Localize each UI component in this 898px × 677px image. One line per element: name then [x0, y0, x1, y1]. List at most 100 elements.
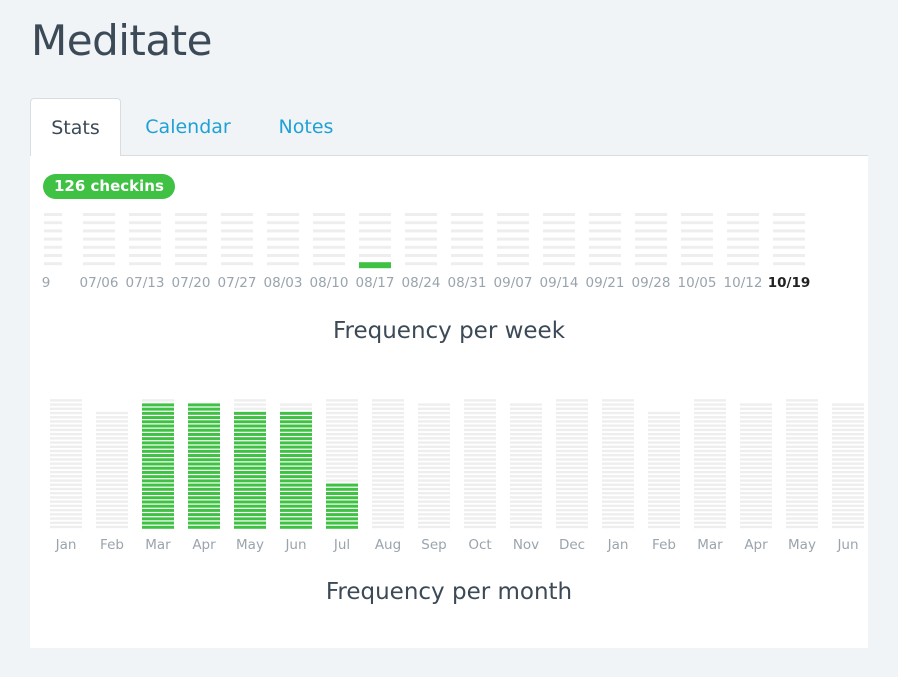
month-bar-empty-segment — [602, 449, 634, 453]
month-bar-empty-segment — [786, 445, 818, 448]
month-bar-filled-segment — [188, 496, 220, 500]
month-bar-empty-segment — [510, 449, 542, 453]
week-bar-empty-segment — [267, 237, 299, 241]
month-bar-empty-segment — [786, 449, 818, 453]
month-bar-filled-segment — [280, 470, 312, 474]
month-bar-empty-segment — [556, 487, 588, 491]
week-bar-empty-segment — [313, 262, 345, 266]
month-bar-filled-segment — [280, 525, 312, 529]
tab-calendar[interactable]: Calendar — [145, 116, 231, 138]
month-bar-empty-segment — [786, 411, 818, 415]
week-bar-empty-segment — [129, 262, 161, 266]
month-bar-empty-segment — [648, 483, 680, 486]
month-bar-empty-segment — [50, 500, 82, 503]
month-bar-empty-segment — [372, 483, 404, 486]
month-bar-empty-segment — [740, 483, 772, 486]
month-bar-empty-segment — [418, 517, 450, 520]
month-bar-empty-segment — [96, 513, 128, 516]
month-bar-empty-segment — [556, 525, 588, 529]
week-bar-empty-segment — [681, 221, 713, 225]
week-bar-empty-segment — [773, 237, 805, 241]
week-bar-empty-segment — [727, 221, 759, 225]
month-bar-empty-segment — [694, 428, 726, 432]
month-bar-filled-segment — [142, 517, 174, 521]
week-bar-empty-segment — [589, 262, 621, 266]
week-bar-empty-segment — [267, 254, 299, 257]
month-bar-filled-segment — [234, 470, 266, 474]
month-bar-filled-segment — [188, 466, 220, 470]
week-bar-empty-segment — [129, 221, 161, 225]
week-bar — [83, 213, 115, 266]
month-bar-empty-segment — [786, 504, 818, 508]
week-bar-empty-segment — [405, 262, 437, 266]
week-bar-empty-segment — [175, 245, 207, 249]
month-bar-empty-segment — [602, 475, 634, 478]
month-bar-empty-segment — [694, 479, 726, 482]
week-bar — [543, 213, 575, 266]
month-tick-label: Aug — [375, 537, 401, 553]
month-bar-filled-segment — [188, 525, 220, 529]
month-bar-filled-segment — [234, 487, 266, 491]
month-bar-empty-segment — [464, 416, 496, 419]
month-bar-empty-segment — [740, 496, 772, 499]
month-bar-empty-segment — [740, 416, 772, 419]
month-bar-empty-segment — [510, 508, 542, 512]
week-bar — [405, 213, 437, 266]
month-bar-empty-segment — [786, 525, 818, 529]
month-bar-filled-segment — [142, 466, 174, 470]
tab-stats[interactable]: Stats — [30, 98, 121, 157]
month-bar — [50, 399, 82, 529]
month-bar-empty-segment — [50, 513, 82, 516]
month-bar-empty-segment — [464, 458, 496, 461]
month-bar-empty-segment — [326, 462, 358, 465]
month-bar-empty-segment — [786, 399, 818, 402]
month-bar-empty-segment — [832, 462, 864, 465]
month-bar-empty-segment — [648, 449, 680, 453]
week-tick-label: 9 — [42, 275, 51, 291]
month-bar-empty-segment — [648, 500, 680, 503]
month-bar-filled-segment — [188, 470, 220, 474]
tab-notes[interactable]: Notes — [278, 116, 334, 138]
month-tick-label: Apr — [192, 537, 216, 553]
week-bar-empty-segment — [635, 245, 667, 249]
week-bar-empty-segment — [359, 213, 391, 216]
month-bar-empty-segment — [786, 441, 818, 444]
month-bar-filled-segment — [280, 454, 312, 458]
month-bar-empty-segment — [326, 428, 358, 432]
month-bar-empty-segment — [832, 513, 864, 516]
month-bar-empty-segment — [510, 513, 542, 516]
month-bar-empty-segment — [694, 462, 726, 465]
month-bar-empty-segment — [694, 508, 726, 512]
month-bar-empty-segment — [418, 403, 450, 406]
month-bar-empty-segment — [786, 466, 818, 470]
month-bar-empty-segment — [602, 424, 634, 427]
week-bar-empty-segment — [589, 221, 621, 225]
month-bar-empty-segment — [510, 470, 542, 474]
month-bar-empty-segment — [740, 470, 772, 474]
month-bar-empty-segment — [832, 504, 864, 508]
week-tick-label: 10/05 — [678, 275, 717, 291]
month-bar-empty-segment — [648, 517, 680, 520]
month-bar-empty-segment — [50, 483, 82, 486]
week-bar-empty-segment — [589, 237, 621, 241]
month-bar-empty-segment — [418, 416, 450, 419]
month-bar-empty-segment — [556, 424, 588, 427]
month-tick-label: May — [788, 537, 816, 553]
week-tick-label: 08/31 — [448, 275, 487, 291]
month-bar-empty-segment — [648, 475, 680, 478]
month-bar — [464, 399, 496, 529]
month-bar-filled-segment — [142, 521, 174, 525]
month-bar-empty-segment — [602, 420, 634, 423]
month-bar-empty-segment — [326, 479, 358, 482]
week-bar-empty-segment — [83, 213, 115, 216]
month-bar-empty-segment — [464, 517, 496, 520]
month-bar-empty-segment — [786, 513, 818, 516]
month-bar-empty-segment — [602, 462, 634, 465]
month-bar-empty-segment — [510, 504, 542, 508]
month-bar-empty-segment — [786, 420, 818, 423]
month-bar-filled-segment — [280, 466, 312, 470]
week-bar-empty-segment — [44, 237, 62, 241]
month-bar-empty-segment — [648, 508, 680, 512]
month-bar-empty-segment — [464, 508, 496, 512]
month-bar-filled-segment — [326, 504, 358, 508]
